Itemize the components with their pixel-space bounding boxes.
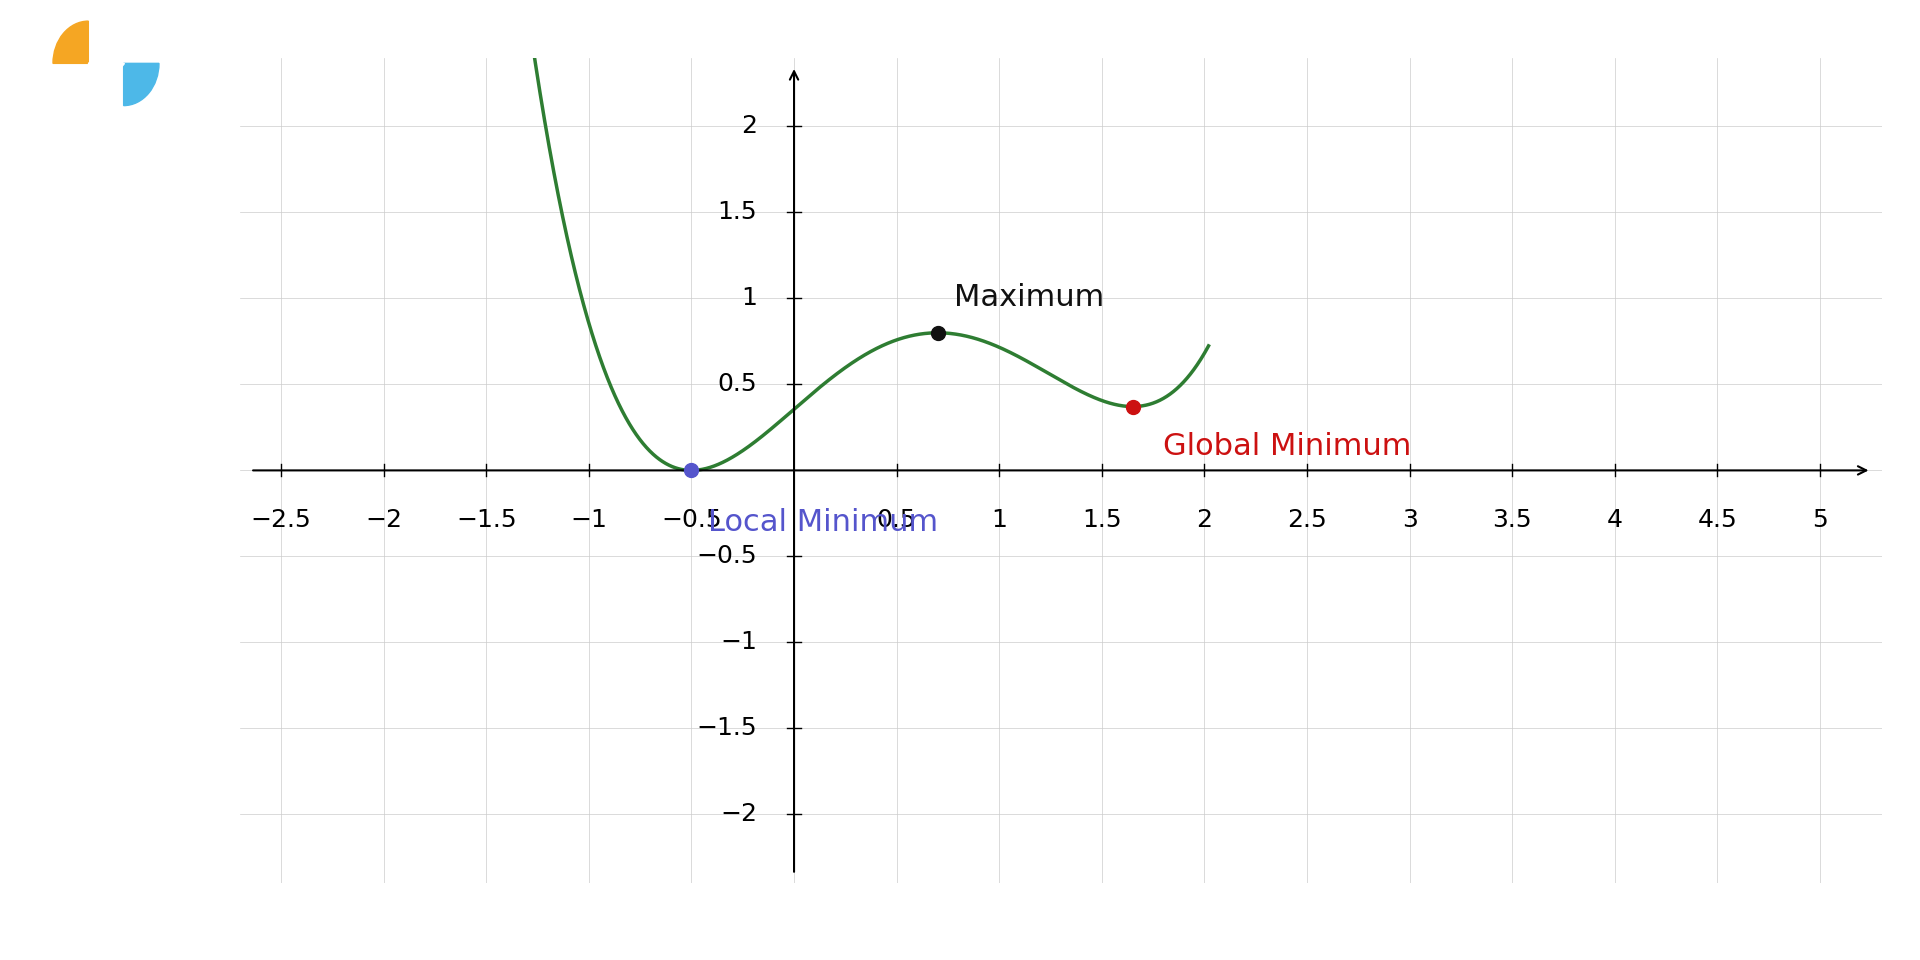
Text: SOM: SOM <box>65 118 111 135</box>
Text: −1: −1 <box>720 631 756 655</box>
Text: −2: −2 <box>365 508 401 532</box>
Text: −1: −1 <box>570 508 607 532</box>
Text: 2: 2 <box>1196 508 1212 532</box>
Text: 3.5: 3.5 <box>1492 508 1532 532</box>
Polygon shape <box>88 21 123 63</box>
Text: −2.5: −2.5 <box>252 508 311 532</box>
Text: −0.5: −0.5 <box>697 544 756 568</box>
Text: 5: 5 <box>1812 508 1828 532</box>
Text: 1.5: 1.5 <box>718 201 756 225</box>
Text: 3: 3 <box>1402 508 1417 532</box>
Text: −1.5: −1.5 <box>697 716 756 740</box>
Text: Global Minimum: Global Minimum <box>1164 432 1411 462</box>
Text: 2: 2 <box>741 114 756 138</box>
Polygon shape <box>88 63 123 106</box>
Text: 1.5: 1.5 <box>1083 508 1121 532</box>
Text: 4: 4 <box>1607 508 1622 532</box>
Wedge shape <box>123 63 159 106</box>
Text: −1.5: −1.5 <box>455 508 516 532</box>
Text: Local Minimum: Local Minimum <box>708 508 939 538</box>
Text: STORY OF MATHEMATICS: STORY OF MATHEMATICS <box>56 158 121 163</box>
Text: 0.5: 0.5 <box>718 372 756 396</box>
Text: 2.5: 2.5 <box>1286 508 1327 532</box>
Text: −2: −2 <box>720 803 756 827</box>
Text: Maximum: Maximum <box>954 283 1104 312</box>
Text: 4.5: 4.5 <box>1697 508 1738 532</box>
Text: 1: 1 <box>741 286 756 310</box>
Text: 0.5: 0.5 <box>877 508 916 532</box>
Text: −0.5: −0.5 <box>660 508 722 532</box>
Text: 1: 1 <box>991 508 1008 532</box>
Wedge shape <box>54 21 88 63</box>
